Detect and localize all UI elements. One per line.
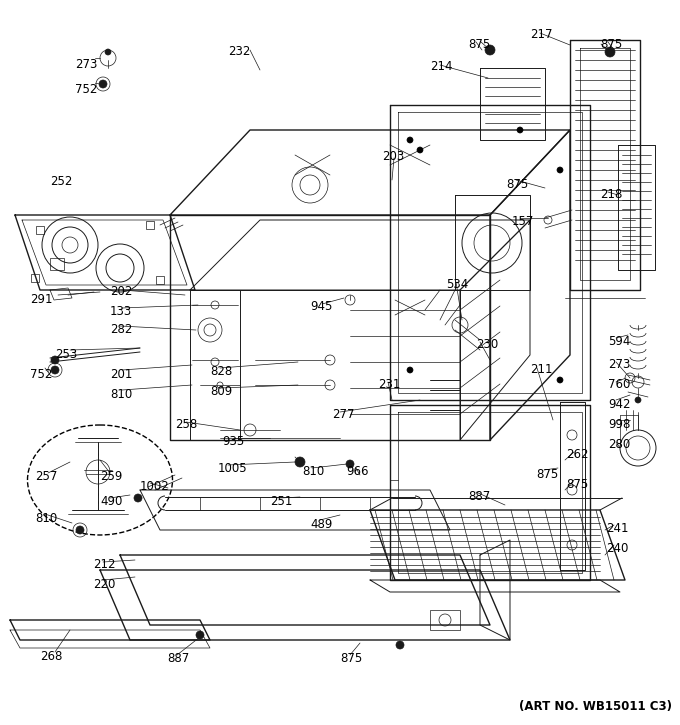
Text: 1002: 1002 — [140, 480, 170, 493]
Text: 273: 273 — [608, 358, 630, 371]
Text: 257: 257 — [35, 470, 57, 483]
Circle shape — [346, 460, 354, 468]
Text: 489: 489 — [310, 518, 333, 531]
Circle shape — [557, 377, 563, 383]
Text: 810: 810 — [110, 388, 132, 401]
Circle shape — [295, 457, 305, 467]
Text: 998: 998 — [608, 418, 630, 431]
Text: 875: 875 — [340, 652, 362, 665]
Text: 230: 230 — [476, 338, 498, 351]
Text: 887: 887 — [167, 652, 189, 665]
Circle shape — [417, 147, 423, 153]
Text: 259: 259 — [100, 470, 122, 483]
Text: 534: 534 — [446, 278, 469, 291]
Text: 966: 966 — [346, 465, 369, 478]
Text: 218: 218 — [600, 188, 622, 201]
Circle shape — [51, 366, 59, 374]
Text: 203: 203 — [382, 150, 404, 163]
Text: 273: 273 — [75, 58, 97, 71]
Text: 253: 253 — [55, 348, 78, 361]
Text: 252: 252 — [50, 175, 72, 188]
Text: 828: 828 — [210, 365, 233, 378]
Bar — [31, 274, 39, 282]
Text: 217: 217 — [530, 28, 552, 41]
Text: 875: 875 — [468, 38, 490, 51]
Circle shape — [105, 49, 111, 55]
Bar — [50, 258, 64, 270]
Text: 875: 875 — [600, 38, 622, 51]
Text: 241: 241 — [606, 522, 628, 535]
Circle shape — [196, 631, 204, 639]
Text: 157: 157 — [512, 215, 534, 228]
Text: 752: 752 — [75, 83, 97, 96]
Text: 280: 280 — [608, 438, 630, 451]
Text: 240: 240 — [606, 542, 628, 555]
Circle shape — [407, 367, 413, 373]
Text: 268: 268 — [40, 650, 63, 663]
Bar — [430, 610, 460, 630]
Circle shape — [557, 167, 563, 173]
Text: 282: 282 — [110, 323, 133, 336]
Text: 887: 887 — [468, 490, 490, 503]
Text: 258: 258 — [175, 418, 197, 431]
Text: 810: 810 — [302, 465, 324, 478]
Text: 1005: 1005 — [218, 462, 248, 475]
Text: 942: 942 — [608, 398, 630, 411]
Circle shape — [605, 47, 615, 57]
Bar — [36, 226, 44, 234]
Circle shape — [51, 356, 59, 364]
Bar — [156, 276, 164, 284]
Text: 935: 935 — [222, 435, 244, 448]
Text: 201: 201 — [110, 368, 133, 381]
Text: 594: 594 — [608, 335, 630, 348]
Text: 212: 212 — [93, 558, 116, 571]
Text: 490: 490 — [100, 495, 122, 508]
Circle shape — [396, 641, 404, 649]
Text: 262: 262 — [566, 448, 588, 461]
Text: 251: 251 — [270, 495, 292, 508]
Text: 945: 945 — [310, 300, 333, 313]
Text: 231: 231 — [378, 378, 401, 391]
Bar — [146, 221, 154, 229]
Text: 875: 875 — [566, 478, 588, 491]
Text: 214: 214 — [430, 60, 452, 73]
Text: 809: 809 — [210, 385, 233, 398]
Text: (ART NO. WB15011 C3): (ART NO. WB15011 C3) — [519, 700, 672, 713]
Text: 277: 277 — [332, 408, 354, 421]
Text: 220: 220 — [93, 578, 116, 591]
Circle shape — [635, 397, 641, 403]
Circle shape — [134, 494, 142, 502]
Circle shape — [76, 526, 84, 534]
Text: 202: 202 — [110, 285, 133, 298]
Text: 760: 760 — [608, 378, 630, 391]
Text: 211: 211 — [530, 363, 552, 376]
Circle shape — [517, 127, 523, 133]
Circle shape — [485, 45, 495, 55]
Text: 232: 232 — [228, 45, 250, 58]
Text: 875: 875 — [506, 178, 528, 191]
Circle shape — [407, 137, 413, 143]
Text: 810: 810 — [35, 512, 57, 525]
Circle shape — [99, 80, 107, 88]
Text: 752: 752 — [30, 368, 52, 381]
Text: 133: 133 — [110, 305, 132, 318]
Text: 291: 291 — [30, 293, 52, 306]
Text: 875: 875 — [536, 468, 558, 481]
